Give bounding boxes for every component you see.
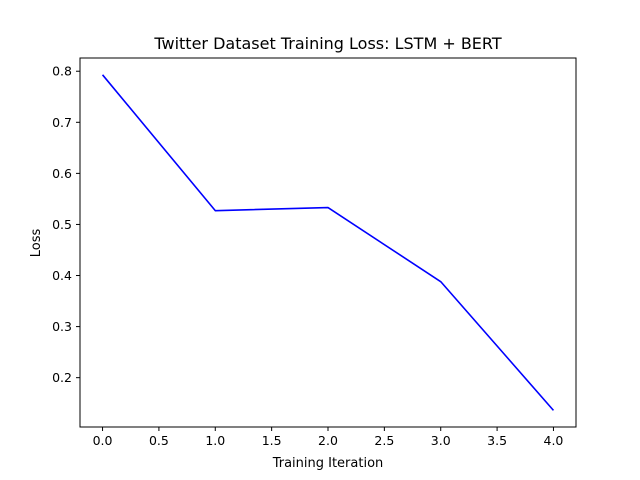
y-tick-label: 0.3 — [52, 319, 72, 334]
x-tick-label: 0.5 — [149, 433, 169, 448]
plot-area — [79, 57, 577, 428]
x-tick-label: 2.0 — [318, 433, 338, 448]
x-tick-label: 4.0 — [544, 433, 564, 448]
y-tick-label: 0.5 — [52, 217, 72, 232]
x-tick-label: 0.0 — [93, 433, 113, 448]
x-tick-label: 2.5 — [374, 433, 394, 448]
y-tick-label: 0.7 — [52, 115, 72, 130]
x-axis: 0.0 0.5 1.0 1.5 2.0 2.5 3.0 3.5 4.0 — [93, 427, 564, 448]
y-axis-label: Loss — [29, 229, 44, 258]
x-axis-label: Training Iteration — [272, 456, 384, 471]
x-tick-label: 1.0 — [205, 433, 225, 448]
chart-title: Twitter Dataset Training Loss: LSTM + BE… — [153, 34, 502, 53]
loss-series-line — [101, 74, 555, 411]
y-axis: 0.2 0.3 0.4 0.5 0.6 0.7 0.8 — [52, 64, 80, 385]
x-tick-label: 3.0 — [431, 433, 451, 448]
y-tick-label: 0.4 — [52, 268, 72, 283]
y-tick-label: 0.6 — [52, 166, 72, 181]
y-tick-label: 0.8 — [52, 64, 72, 79]
series-layer — [101, 74, 555, 411]
x-tick-label: 3.5 — [487, 433, 507, 448]
y-tick-label: 0.2 — [52, 370, 72, 385]
x-tick-label: 1.5 — [262, 433, 282, 448]
